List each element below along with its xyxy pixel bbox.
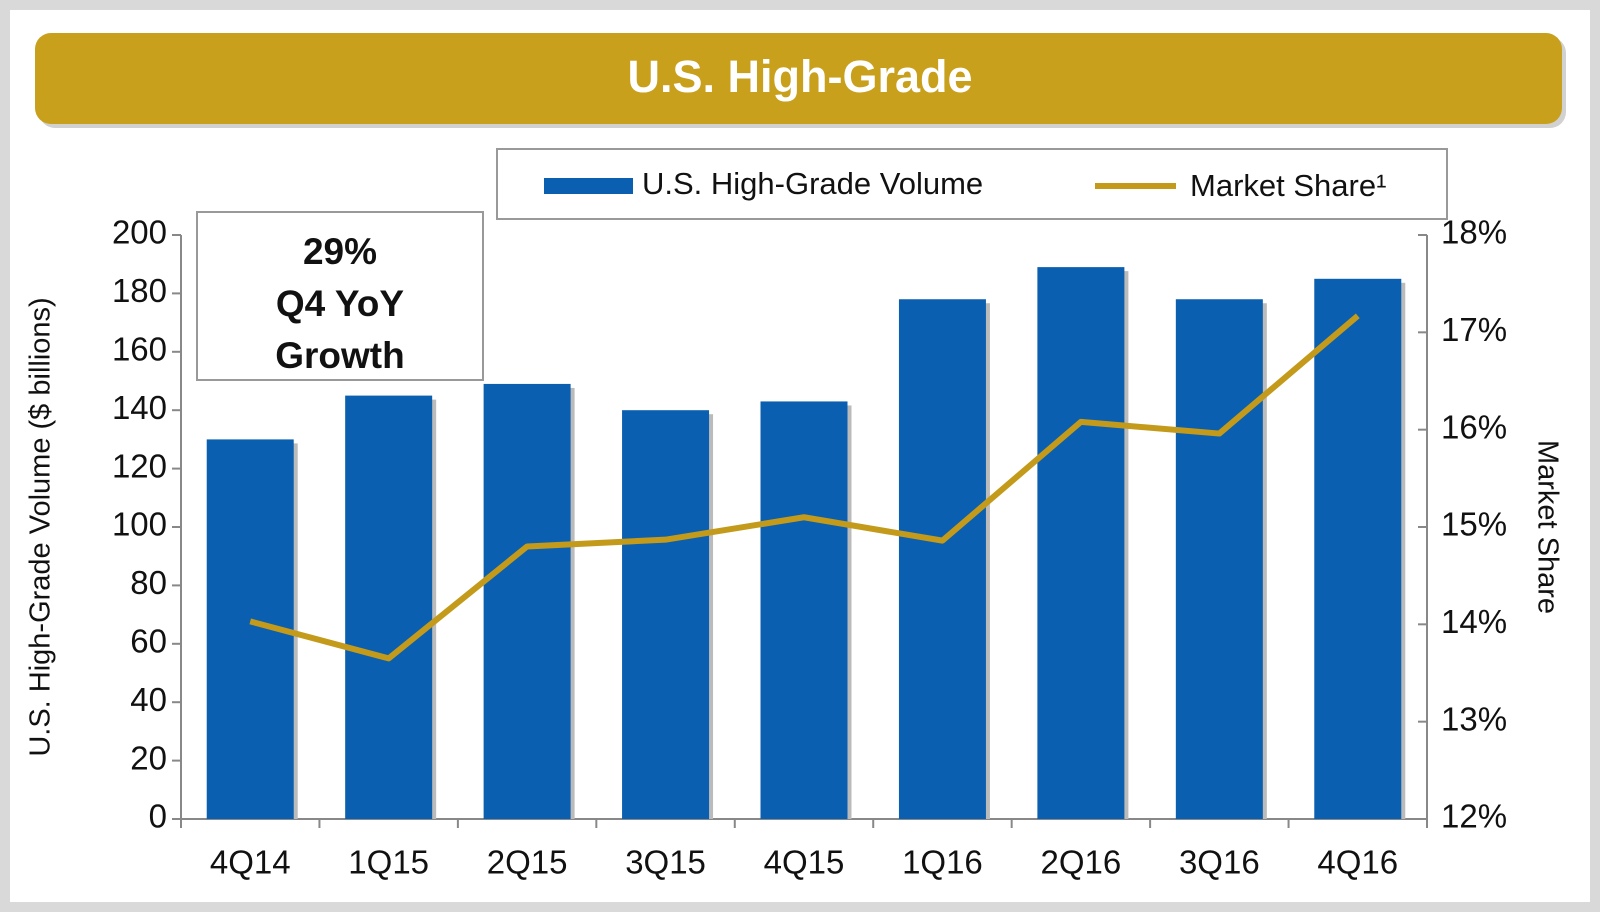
y2-tick-label: 12% [1441,798,1507,835]
bar [898,299,986,819]
x-tick-label: 1Q16 [902,844,983,881]
y2-tick-label: 14% [1441,603,1507,640]
line [249,313,1360,662]
bar [1037,267,1125,819]
y-tick-label: 180 [112,272,167,309]
bar [760,401,848,819]
legend [496,148,1448,220]
y-tick-label: 80 [130,564,167,601]
annotation: Growth [275,335,404,376]
annotation-box [196,211,484,381]
y-tick-label: 120 [112,447,167,484]
y-tick-label: 0 [149,798,167,835]
bar [1175,299,1263,819]
x-tick-label: 4Q16 [1317,844,1398,881]
title-banner [35,33,1562,124]
y2-tick-label: 18% [1441,214,1507,251]
annotation: 29% [303,231,377,272]
bar [1314,278,1402,819]
y2-axis-title: Market Share [1531,440,1563,614]
y-tick-label: 40 [130,681,167,718]
bar [483,383,571,819]
y2-tick-label: 15% [1441,506,1507,543]
chart-title: U.S. High-Grade [627,51,972,102]
bar [345,395,433,819]
y-axis-title: U.S. High-Grade Volume ($ billions) [25,297,57,756]
legend-label: U.S. High-Grade Volume [642,166,983,201]
x-tick-label: 4Q14 [210,844,291,881]
bar [622,410,710,819]
x-tick-label: 1Q15 [348,844,429,881]
y-tick-label: 160 [112,331,167,368]
x-tick-label: 4Q15 [764,844,845,881]
legend-swatch [544,178,633,194]
y-tick-label: 100 [112,506,167,543]
y-tick-label: 60 [130,623,167,660]
x-tick-label: 3Q16 [1179,844,1260,881]
y2-tick-label: 16% [1441,408,1507,445]
y-tick-label: 200 [112,214,167,251]
legend-label: Market Share¹ [1190,168,1386,203]
y-tick-label: 140 [112,389,167,426]
annotation: Q4 YoY [276,283,405,324]
y2-tick-label: 13% [1441,700,1507,737]
x-tick-label: 2Q16 [1041,844,1122,881]
y2-tick-label: 17% [1441,311,1507,348]
x-tick-label: 3Q15 [625,844,706,881]
y-tick-label: 20 [130,739,167,776]
x-tick-label: 2Q15 [487,844,568,881]
